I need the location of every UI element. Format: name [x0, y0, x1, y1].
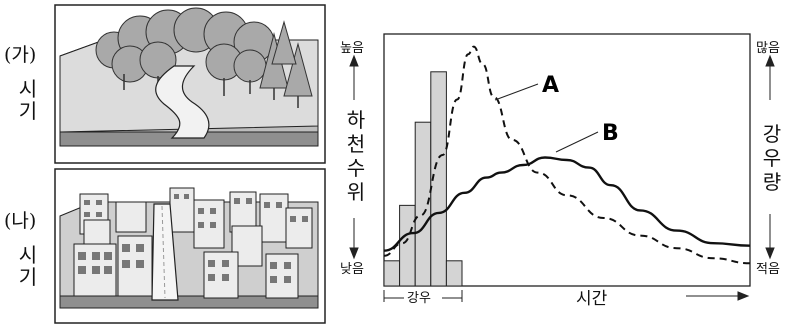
panel-sub-na-1: 시: [19, 244, 37, 266]
curve-a-label: A: [542, 73, 559, 98]
forest-illustration: [54, 4, 326, 164]
panel-sub-ga: 시 기: [16, 78, 40, 122]
city-illustration: [54, 168, 326, 324]
time-arrow: [686, 292, 748, 300]
panel-sub-ga-1: 시: [19, 78, 37, 100]
rainfall-bars: [384, 72, 462, 286]
panel-sub-ga-2: 기: [19, 100, 37, 122]
curve-b-label: B: [602, 121, 619, 146]
rain-bar-2: [400, 205, 416, 286]
leader-b: [556, 132, 598, 152]
left-axis-arrows: [350, 56, 358, 258]
hydrograph: A B: [330, 0, 792, 328]
panel-sub-na: 시 기: [16, 244, 40, 288]
rain-bracket: [384, 290, 462, 302]
leader-a: [495, 84, 538, 100]
right-axis-arrows: [766, 56, 774, 258]
rain-bar-1: [384, 261, 400, 286]
panel-label-ga: (가): [4, 44, 36, 66]
rain-bar-5: [446, 261, 462, 286]
panel-sub-na-2: 기: [19, 266, 37, 288]
panel-label-na: (나): [4, 210, 36, 232]
